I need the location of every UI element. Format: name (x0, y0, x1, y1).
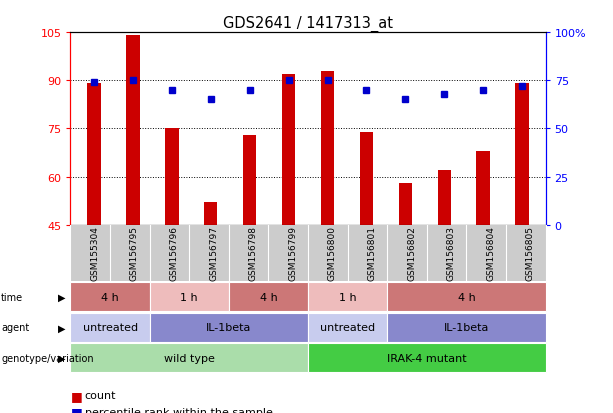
Text: ■: ■ (70, 389, 82, 402)
Text: GSM156800: GSM156800 (328, 225, 337, 280)
Text: 1 h: 1 h (339, 292, 356, 302)
Text: time: time (1, 292, 23, 302)
Text: 1 h: 1 h (180, 292, 198, 302)
Text: GSM156801: GSM156801 (367, 225, 376, 280)
Text: ▶: ▶ (58, 323, 65, 332)
Text: 4 h: 4 h (259, 292, 277, 302)
Text: ▶: ▶ (58, 353, 65, 363)
Text: untreated: untreated (320, 323, 375, 332)
Text: GSM156798: GSM156798 (249, 225, 257, 280)
Bar (204, 203, 218, 225)
Text: 4 h: 4 h (101, 292, 119, 302)
Text: wild type: wild type (164, 353, 215, 363)
Text: GSM156805: GSM156805 (526, 225, 535, 280)
Text: genotype/variation: genotype/variation (1, 353, 94, 363)
Bar (398, 183, 412, 225)
Text: GSM156803: GSM156803 (447, 225, 455, 280)
Bar (476, 152, 490, 225)
Text: IL-1beta: IL-1beta (206, 323, 251, 332)
Bar (438, 171, 451, 225)
Text: GSM156804: GSM156804 (486, 225, 495, 280)
Bar (321, 71, 334, 225)
Bar (126, 36, 140, 225)
Text: 4 h: 4 h (457, 292, 475, 302)
Text: count: count (85, 390, 116, 400)
Text: GSM156802: GSM156802 (407, 225, 416, 280)
Text: IRAK-4 mutant: IRAK-4 mutant (387, 353, 466, 363)
Bar (282, 75, 295, 225)
Title: GDS2641 / 1417313_at: GDS2641 / 1417313_at (223, 16, 393, 32)
Text: GSM156795: GSM156795 (130, 225, 139, 280)
Text: GSM156799: GSM156799 (288, 225, 297, 280)
Text: ■: ■ (70, 405, 82, 413)
Text: GSM155304: GSM155304 (90, 225, 99, 280)
Text: ▶: ▶ (58, 292, 65, 302)
Bar (87, 84, 101, 225)
Text: GSM156797: GSM156797 (209, 225, 218, 280)
Bar (516, 84, 529, 225)
Bar (360, 132, 373, 225)
Text: percentile rank within the sample: percentile rank within the sample (85, 407, 272, 413)
Bar (165, 129, 178, 225)
Text: untreated: untreated (83, 323, 138, 332)
Text: agent: agent (1, 323, 29, 332)
Text: GSM156796: GSM156796 (169, 225, 178, 280)
Text: IL-1beta: IL-1beta (444, 323, 489, 332)
Bar (243, 135, 256, 225)
